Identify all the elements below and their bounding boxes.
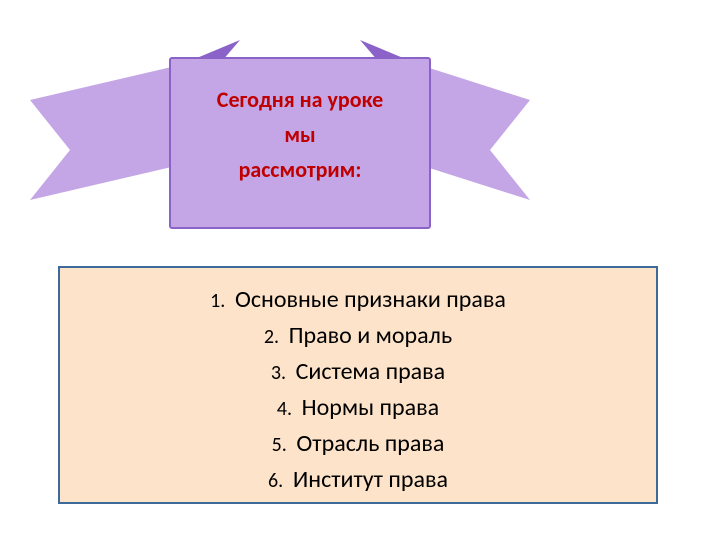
list-item-number: 5.: [272, 433, 287, 457]
list-item-number: 4.: [277, 397, 292, 421]
list-item: 1. Основные признаки права: [60, 282, 656, 318]
ribbon-left-tail: [30, 65, 180, 200]
banner-line-3: рассмотрим:: [170, 152, 430, 187]
list-item-number: 3.: [271, 361, 286, 385]
list-item: 6. Институт права: [60, 462, 656, 498]
banner-title: Сегодня на уроке мы рассмотрим:: [170, 82, 430, 188]
list-item-number: 1.: [210, 289, 225, 313]
list-item-text: Институт права: [293, 465, 448, 494]
list-item-number: 6.: [268, 469, 283, 493]
list-item-text: Основные признаки права: [235, 285, 506, 314]
topics-list-box: 1. Основные признаки права 2. Право и мо…: [58, 266, 658, 504]
ribbon-right-tail: [420, 65, 530, 200]
banner-line-2: мы: [170, 117, 430, 152]
list-item: 5. Отрасль права: [60, 426, 656, 462]
list-item-text: Система права: [296, 357, 446, 386]
list-item-number: 2.: [264, 325, 279, 349]
list-item-text: Нормы права: [302, 393, 439, 422]
list-item-text: Право и мораль: [289, 321, 453, 350]
list-item: 2. Право и мораль: [60, 318, 656, 354]
list-item: 3. Система права: [60, 354, 656, 390]
list-item: 4. Нормы права: [60, 390, 656, 426]
list-item-text: Отрасль права: [296, 429, 444, 458]
title-banner: Сегодня на уроке мы рассмотрим:: [30, 10, 530, 250]
banner-line-1: Сегодня на уроке: [170, 82, 430, 117]
